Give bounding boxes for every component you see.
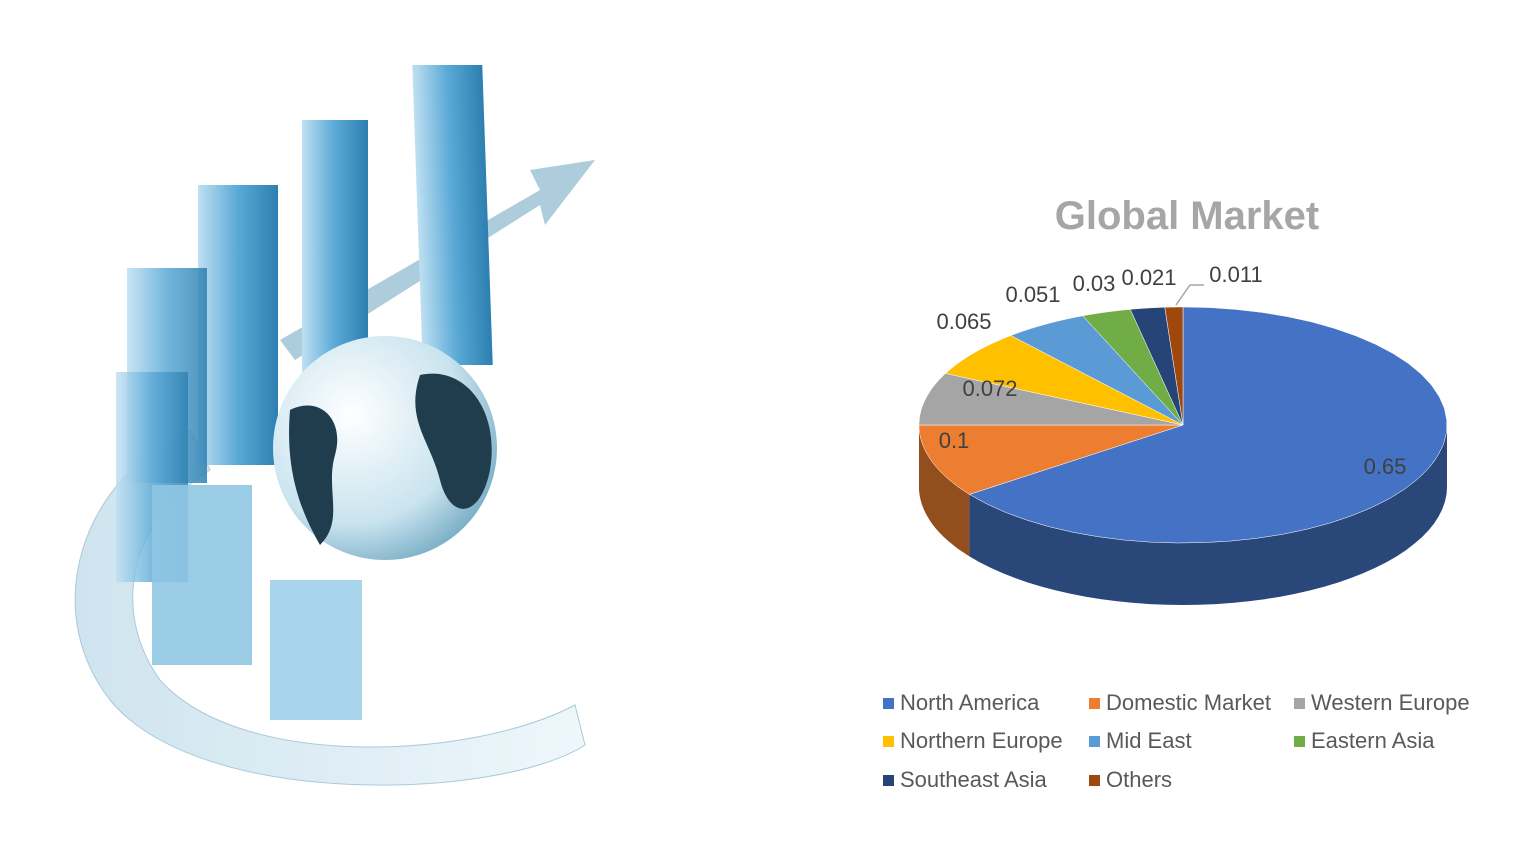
pie-side-1 (919, 425, 970, 557)
legend-label: Eastern Asia (1311, 728, 1435, 753)
pie-slice-north-america[interactable] (968, 306, 1448, 544)
pie-slice-others[interactable] (1164, 306, 1184, 426)
pie-slice-southeast-asia[interactable] (1129, 307, 1184, 426)
legend-swatch (1294, 697, 1305, 709)
data-label: 0.021 (1121, 265, 1176, 290)
legend-item: Others (1089, 767, 1172, 793)
legend-item: Mid East (1089, 728, 1192, 754)
legend-swatch (1089, 697, 1100, 709)
legend-item: Southeast Asia (883, 767, 1047, 793)
bar (198, 185, 278, 465)
legend-swatch (1294, 735, 1305, 747)
legend-item: Western Europe (1294, 690, 1470, 716)
legend-item: North America (883, 690, 1039, 716)
chart-title: Global Market (1054, 194, 1320, 238)
legend-label: Mid East (1106, 728, 1192, 753)
legend: North America Domestic Market Western Euro… (883, 690, 1503, 800)
bar (412, 65, 493, 365)
legend-label: Southeast Asia (900, 767, 1047, 792)
leader-line (1175, 284, 1204, 306)
pie-slice-mid-east[interactable] (1010, 315, 1184, 426)
legend-swatch (883, 735, 894, 747)
pie-slice-northern-europe[interactable] (945, 335, 1184, 426)
data-label: 0.011 (1209, 262, 1262, 287)
continent (415, 373, 492, 509)
legend-label: Northern Europe (900, 728, 1063, 753)
legend-item: Eastern Asia (1294, 728, 1435, 754)
data-label: 0.072 (962, 376, 1017, 401)
legend-label: Domestic Market (1106, 690, 1272, 715)
decorative-bar-chart-globe-illustration (74, 65, 595, 786)
data-label: 0.65 (1364, 454, 1407, 479)
data-label: 0.03 (1073, 271, 1116, 296)
legend-swatch (1089, 774, 1100, 786)
legend-label: Western Europe (1311, 690, 1470, 715)
bar (152, 485, 252, 665)
bar (270, 580, 362, 720)
legend-swatch (883, 774, 894, 786)
pie-slice-western-europe[interactable] (918, 373, 1184, 426)
data-label: 0.051 (1005, 282, 1060, 307)
legend-label: North America (900, 690, 1040, 715)
data-label: 0.1 (939, 428, 970, 453)
bar (302, 120, 368, 380)
legend-item: Domestic Market (1089, 690, 1271, 716)
data-label: 0.065 (936, 309, 991, 334)
pie-slice-eastern-asia[interactable] (1082, 309, 1184, 426)
continent (289, 405, 338, 545)
pie-side-0 (969, 425, 1447, 605)
legend-item: Northern Europe (883, 728, 1063, 754)
pie-slice-domestic-market[interactable] (918, 424, 1184, 495)
legend-swatch (883, 697, 894, 709)
legend-label: Others (1106, 767, 1173, 792)
legend-swatch (1089, 735, 1100, 747)
